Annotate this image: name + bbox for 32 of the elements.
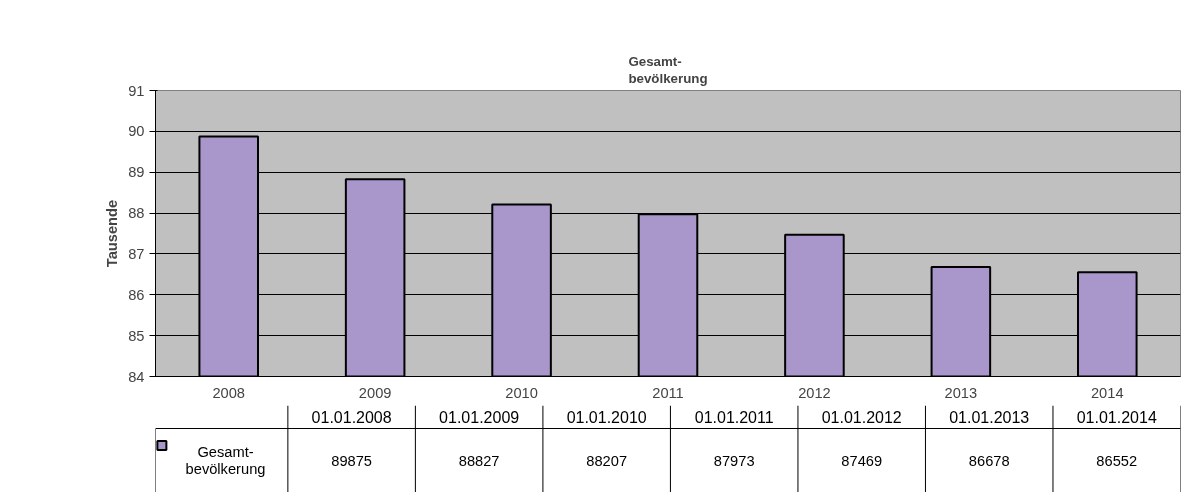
text: 86552 xyxy=(1096,452,1138,469)
legend-label: Gesamt- bevölkerung xyxy=(185,443,266,478)
y-tick-label: 89 xyxy=(128,164,145,181)
x-tick-label: 2008 xyxy=(212,384,246,401)
y-tick-label: 91 xyxy=(128,82,145,99)
text: 88207 xyxy=(586,452,628,469)
text: 01.01.2011 xyxy=(694,409,774,426)
x-tick-label: 2009 xyxy=(358,384,392,401)
y-axis-title: Tausende xyxy=(104,199,121,268)
text: 01.01.2012 xyxy=(821,409,902,426)
text: 87973 xyxy=(713,452,755,469)
x-tick-label: 2013 xyxy=(944,384,978,401)
x-tick-label: 2014 xyxy=(1090,384,1124,401)
text: 88827 xyxy=(458,452,500,469)
y-tick-label: 84 xyxy=(128,368,145,385)
chart-title: Gesamt- bevölkerung xyxy=(628,54,708,86)
y-tick-label: 86 xyxy=(128,286,145,303)
text: 01.01.2010 xyxy=(566,409,647,426)
text: 89875 xyxy=(331,452,373,469)
y-tick-label: 87 xyxy=(128,245,145,262)
y-tick-label: 85 xyxy=(128,327,145,344)
y-tick-label: 88 xyxy=(128,205,145,222)
text: 86678 xyxy=(968,452,1010,469)
text: 01.01.2009 xyxy=(439,409,520,426)
x-tick-label: 2011 xyxy=(652,384,684,401)
text: 87469 xyxy=(841,452,883,469)
y-tick-label: 90 xyxy=(128,123,145,140)
x-tick-label: 2012 xyxy=(798,384,831,401)
text: 01.01.2014 xyxy=(1076,409,1157,426)
text: 01.01.2013 xyxy=(949,409,1030,426)
x-tick-label: 2010 xyxy=(505,384,538,401)
text: 01.01.2008 xyxy=(311,409,392,426)
